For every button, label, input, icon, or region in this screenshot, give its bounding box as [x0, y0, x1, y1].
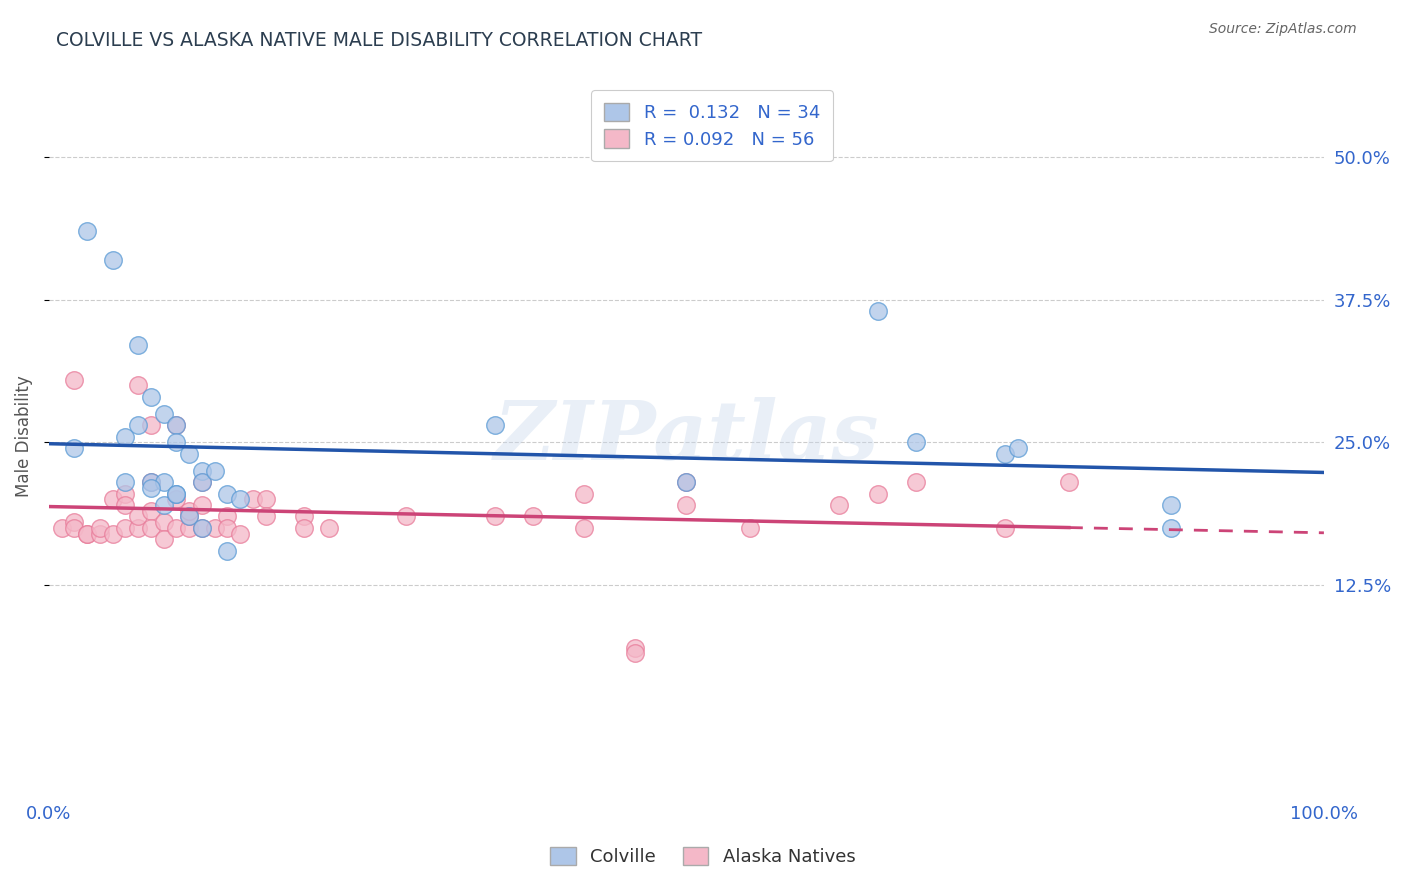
Point	[127, 418, 149, 433]
Point	[127, 378, 149, 392]
Point	[166, 418, 188, 433]
Point	[904, 435, 927, 450]
Point	[114, 475, 136, 490]
Point	[51, 521, 73, 535]
Point	[63, 521, 86, 535]
Point	[217, 486, 239, 500]
Point	[229, 526, 252, 541]
Point	[318, 521, 340, 535]
Point	[101, 252, 124, 267]
Point	[675, 498, 697, 512]
Point	[395, 509, 418, 524]
Text: ZIPatlas: ZIPatlas	[494, 397, 879, 476]
Point	[217, 543, 239, 558]
Point	[139, 521, 162, 535]
Y-axis label: Male Disability: Male Disability	[15, 376, 32, 498]
Point	[152, 515, 174, 529]
Point	[166, 486, 188, 500]
Point	[127, 338, 149, 352]
Point	[191, 475, 214, 490]
Point	[292, 521, 315, 535]
Point	[166, 492, 188, 507]
Point	[204, 521, 226, 535]
Point	[191, 464, 214, 478]
Point	[1007, 441, 1029, 455]
Point	[191, 521, 214, 535]
Point	[63, 441, 86, 455]
Point	[217, 509, 239, 524]
Point	[139, 390, 162, 404]
Point	[166, 418, 188, 433]
Text: COLVILLE VS ALASKA NATIVE MALE DISABILITY CORRELATION CHART: COLVILLE VS ALASKA NATIVE MALE DISABILIT…	[56, 31, 703, 50]
Point	[179, 504, 201, 518]
Point	[242, 492, 264, 507]
Point	[152, 533, 174, 547]
Point	[866, 304, 889, 318]
Point	[574, 521, 596, 535]
Point	[139, 504, 162, 518]
Point	[101, 492, 124, 507]
Point	[76, 224, 98, 238]
Point	[179, 447, 201, 461]
Point	[179, 509, 201, 524]
Point	[217, 521, 239, 535]
Point	[114, 486, 136, 500]
Point	[904, 475, 927, 490]
Point	[254, 509, 277, 524]
Point	[522, 509, 544, 524]
Point	[127, 521, 149, 535]
Point	[152, 498, 174, 512]
Text: Source: ZipAtlas.com: Source: ZipAtlas.com	[1209, 22, 1357, 37]
Point	[675, 475, 697, 490]
Point	[191, 521, 214, 535]
Point	[484, 418, 506, 433]
Point	[152, 407, 174, 421]
Point	[166, 486, 188, 500]
Point	[114, 498, 136, 512]
Point	[179, 509, 201, 524]
Point	[89, 521, 111, 535]
Point	[740, 521, 762, 535]
Point	[254, 492, 277, 507]
Point	[114, 521, 136, 535]
Point	[63, 373, 86, 387]
Point	[127, 509, 149, 524]
Point	[1160, 521, 1182, 535]
Point	[166, 435, 188, 450]
Point	[624, 646, 647, 660]
Point	[994, 447, 1017, 461]
Point	[484, 509, 506, 524]
Point	[139, 475, 162, 490]
Point	[1160, 498, 1182, 512]
Point	[76, 526, 98, 541]
Point	[89, 526, 111, 541]
Point	[292, 509, 315, 524]
Point	[114, 429, 136, 443]
Point	[624, 640, 647, 655]
Point	[828, 498, 851, 512]
Legend: Colville, Alaska Natives: Colville, Alaska Natives	[538, 834, 868, 879]
Point	[166, 521, 188, 535]
Point	[229, 492, 252, 507]
Point	[139, 418, 162, 433]
Point	[152, 475, 174, 490]
Point	[204, 464, 226, 478]
Point	[1057, 475, 1080, 490]
Point	[76, 526, 98, 541]
Point	[994, 521, 1017, 535]
Point	[101, 526, 124, 541]
Point	[866, 486, 889, 500]
Point	[675, 475, 697, 490]
Legend: R =  0.132   N = 34, R = 0.092   N = 56: R = 0.132 N = 34, R = 0.092 N = 56	[592, 90, 832, 161]
Point	[179, 521, 201, 535]
Point	[191, 498, 214, 512]
Point	[191, 475, 214, 490]
Point	[139, 481, 162, 495]
Point	[139, 475, 162, 490]
Point	[574, 486, 596, 500]
Point	[63, 515, 86, 529]
